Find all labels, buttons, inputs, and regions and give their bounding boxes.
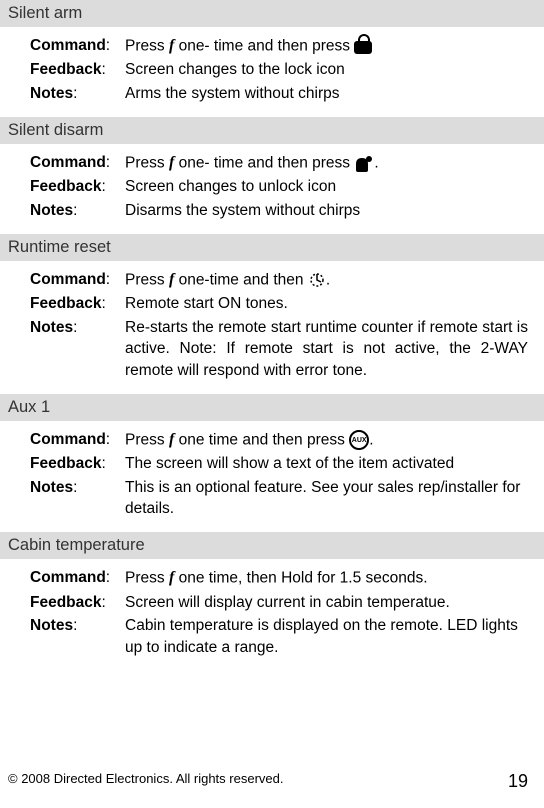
feedback-value: Screen changes to the lock icon [125, 59, 528, 81]
unlock-icon [354, 154, 374, 172]
notes-label: Notes: [30, 477, 125, 520]
page-number: 19 [508, 771, 528, 792]
command-value: Press f one time and then press AUX. [125, 429, 528, 451]
section-header: Cabin temperature [0, 532, 544, 559]
command-value: Press f one-time and then . [125, 269, 528, 291]
aux-icon: AUX [349, 430, 369, 450]
feedback-value: The screen will show a text of the item … [125, 453, 528, 475]
f-icon: f [169, 152, 174, 174]
section-body: Command:Press f one-time and then .Feedb… [0, 261, 544, 394]
notes-value: This is an optional feature. See your sa… [125, 477, 528, 520]
feedback-label: Feedback: [30, 592, 125, 614]
feedback-value: Screen will display current in cabin tem… [125, 592, 528, 614]
f-icon: f [169, 567, 174, 589]
feedback-label: Feedback: [30, 59, 125, 81]
notes-value: Disarms the system without chirps [125, 200, 528, 222]
command-value: Press f one time, then Hold for 1.5 seco… [125, 567, 528, 589]
copyright-text: © 2008 Directed Electronics. All rights … [8, 771, 283, 792]
section-header: Silent disarm [0, 117, 544, 144]
f-icon: f [169, 429, 174, 451]
notes-value: Arms the system without chirps [125, 83, 528, 105]
notes-value: Cabin temperature is displayed on the re… [125, 615, 528, 658]
section-body: Command:Press f one time and then press … [0, 421, 544, 532]
notes-label: Notes: [30, 83, 125, 105]
feedback-label: Feedback: [30, 453, 125, 475]
feedback-value: Screen changes to unlock icon [125, 176, 528, 198]
feedback-value: Remote start ON tones. [125, 293, 528, 315]
section-body: Command:Press f one- time and then press… [0, 144, 544, 234]
notes-label: Notes: [30, 615, 125, 658]
f-icon: f [169, 35, 174, 57]
lock-icon [354, 38, 372, 54]
feedback-label: Feedback: [30, 293, 125, 315]
notes-label: Notes: [30, 317, 125, 382]
command-label: Command: [30, 152, 125, 174]
section-header: Silent arm [0, 0, 544, 27]
section-header: Runtime reset [0, 234, 544, 261]
section-body: Command:Press f one- time and then press… [0, 27, 544, 117]
command-label: Command: [30, 429, 125, 451]
notes-value: Re-starts the remote start runtime count… [125, 317, 528, 382]
command-value: Press f one- time and then press [125, 35, 528, 57]
feedback-label: Feedback: [30, 176, 125, 198]
notes-label: Notes: [30, 200, 125, 222]
command-label: Command: [30, 567, 125, 589]
command-label: Command: [30, 269, 125, 291]
section-header: Aux 1 [0, 394, 544, 421]
footer: © 2008 Directed Electronics. All rights … [8, 771, 528, 792]
command-value: Press f one- time and then press . [125, 152, 528, 174]
f-icon: f [169, 269, 174, 291]
start-icon [308, 271, 326, 289]
section-body: Command:Press f one time, then Hold for … [0, 559, 544, 670]
command-label: Command: [30, 35, 125, 57]
